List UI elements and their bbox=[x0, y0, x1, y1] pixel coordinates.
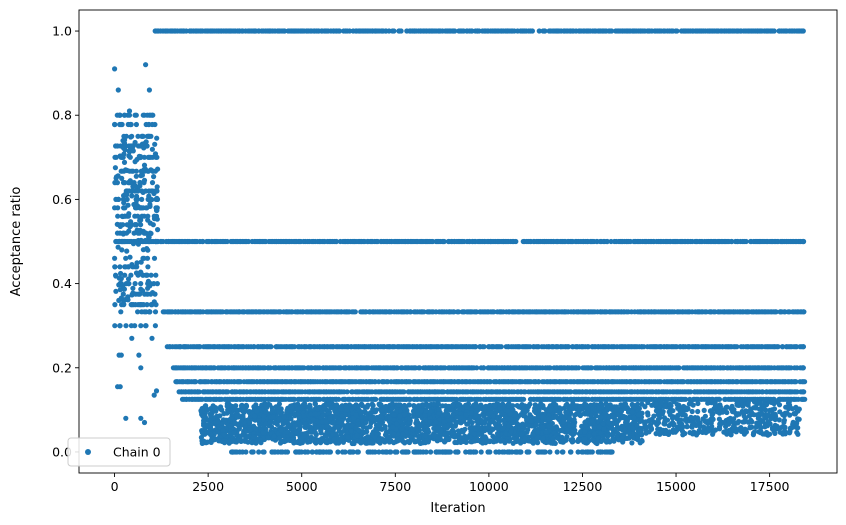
x-tick-label: 17500 bbox=[750, 479, 790, 494]
data-point-burn-in bbox=[112, 62, 161, 426]
x-tick-label: 12500 bbox=[563, 479, 603, 494]
data-point-line-0.25 bbox=[164, 344, 807, 350]
x-tick-label: 10000 bbox=[469, 479, 509, 494]
y-axis-label: Acceptance ratio bbox=[9, 187, 24, 297]
data-point-tail-band bbox=[641, 399, 802, 438]
data-point-line-0.167 bbox=[173, 379, 808, 385]
data-point-low-band bbox=[198, 401, 645, 455]
plot-frame bbox=[78, 9, 838, 474]
x-tick-label: 15000 bbox=[656, 479, 696, 494]
data-point-line-1 bbox=[152, 28, 806, 34]
data-point-line-0.333 bbox=[160, 309, 807, 315]
y-axis: 0.0 0.2 0.4 0.6 0.8 1.0 bbox=[52, 24, 79, 459]
y-tick-label: 0.0 bbox=[52, 444, 72, 459]
scatter-points bbox=[112, 28, 808, 455]
legend-box bbox=[67, 437, 171, 467]
x-tick-label: 2500 bbox=[192, 479, 224, 494]
y-tick-label: 0.8 bbox=[52, 108, 72, 123]
x-tick-label: 0 bbox=[111, 479, 119, 494]
x-axis-label: Iteration bbox=[430, 501, 485, 516]
data-point-line-0.5 bbox=[113, 238, 807, 245]
x-tick-label: 7500 bbox=[379, 479, 411, 494]
legend: Chain 0 bbox=[67, 437, 171, 467]
x-tick-label: 5000 bbox=[286, 479, 318, 494]
legend-marker-chain-0 bbox=[85, 449, 91, 455]
legend-label-chain-0: Chain 0 bbox=[113, 445, 161, 460]
y-tick-label: 0.4 bbox=[52, 276, 72, 291]
x-axis: 0 2500 5000 7500 10000 12500 15000 17500 bbox=[111, 473, 790, 494]
data-point-line-0.143 bbox=[176, 389, 807, 395]
y-tick-label: 1.0 bbox=[52, 24, 72, 39]
y-tick-label: 0.2 bbox=[52, 360, 72, 375]
data-point-line-0.2 bbox=[170, 365, 806, 371]
y-tick-label: 0.6 bbox=[52, 192, 72, 207]
